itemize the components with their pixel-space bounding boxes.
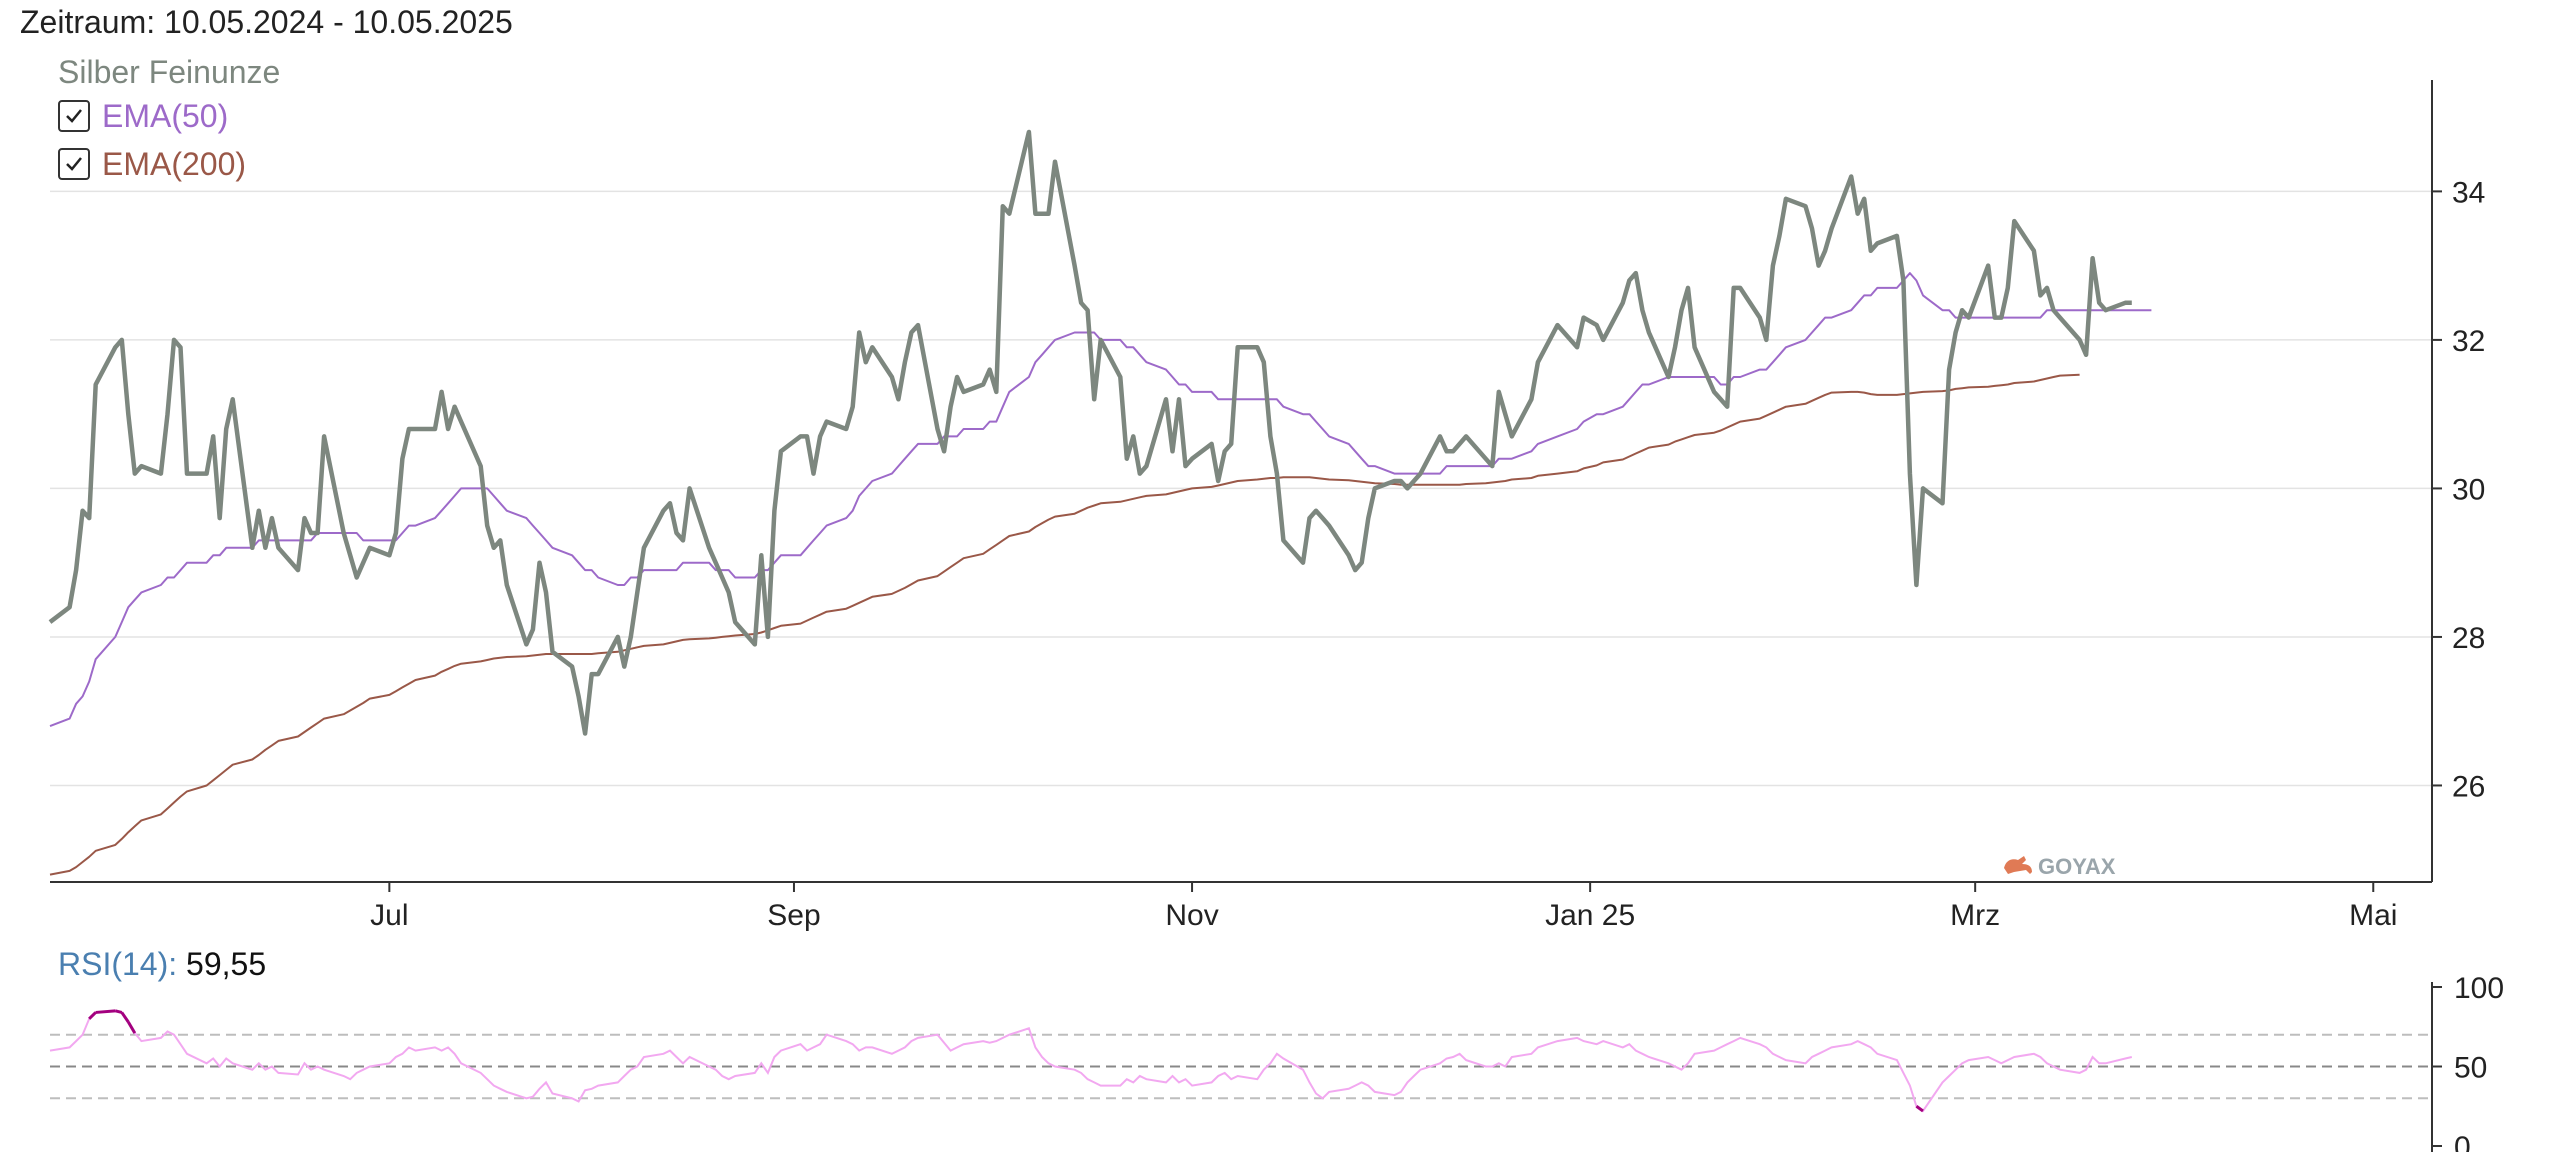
rsi-line (49, 1009, 2133, 1113)
ema50-checkbox[interactable] (58, 100, 90, 132)
rsi-extreme-segment (120, 1011, 130, 1023)
price-line (48, 129, 2132, 736)
goyax-wordmark: GOYAX (2038, 854, 2116, 879)
rsi-name: RSI(14): (58, 946, 178, 982)
x-tick-label: Sep (767, 899, 820, 932)
legend-item-ema50[interactable]: EMA(50) (58, 96, 228, 136)
ema200-line (49, 373, 2080, 876)
legend-item-ema200[interactable]: EMA(200) (58, 144, 246, 184)
checkmark-icon (66, 157, 82, 171)
x-tick-label: Jan 25 (1545, 899, 1635, 932)
instrument-name: Silber Feinunze (58, 54, 281, 90)
x-tick-label: Mai (2349, 899, 2397, 932)
checkmark-icon (66, 109, 82, 123)
rsi-layer (49, 1009, 2133, 1113)
tick-labels: 26 28 30 32 34 Jul Sep Nov Jan 25 Mrz Mai 100 50 0 (370, 176, 2504, 1152)
x-tick-label: Mrz (1950, 899, 2000, 932)
y-tick-label: 28 (2452, 622, 2485, 655)
series-layer (48, 129, 2152, 876)
rsi-tick-label: 100 (2454, 972, 2504, 1005)
y-tick-label: 34 (2452, 176, 2485, 209)
rsi-value: 59,55 (186, 946, 267, 982)
rsi-reference-lines (50, 1033, 2432, 1100)
rsi-tick-label: 50 (2454, 1052, 2487, 1085)
ema200-checkbox[interactable] (58, 148, 90, 180)
rsi-extreme-segment (127, 1021, 137, 1034)
goyax-logo: GOYAX (2004, 854, 2116, 879)
rsi-extreme-segment (88, 1011, 97, 1020)
rsi-tick-label: 0 (2454, 1131, 2471, 1152)
x-tick-label: Jul (370, 899, 408, 932)
ema50-label: EMA(50) (102, 97, 229, 134)
rsi-extreme-segment (1915, 1105, 1924, 1113)
y-tick-label: 26 (2452, 770, 2485, 803)
y-tick-label: 30 (2452, 473, 2485, 506)
period-label: Zeitraum: 10.05.2024 - 10.05.2025 (20, 4, 513, 40)
ema200-label: EMA(200) (102, 145, 247, 182)
axes (50, 80, 2442, 1152)
x-tick-label: Nov (1165, 899, 1218, 932)
y-tick-label: 32 (2452, 325, 2485, 358)
rsi-header: RSI(14): 59,55 (58, 946, 266, 983)
rsi-extreme-segment (95, 1009, 116, 1014)
bull-icon (2004, 856, 2032, 874)
rsi-extreme-segment (114, 1009, 123, 1014)
price-grid (50, 190, 2432, 787)
